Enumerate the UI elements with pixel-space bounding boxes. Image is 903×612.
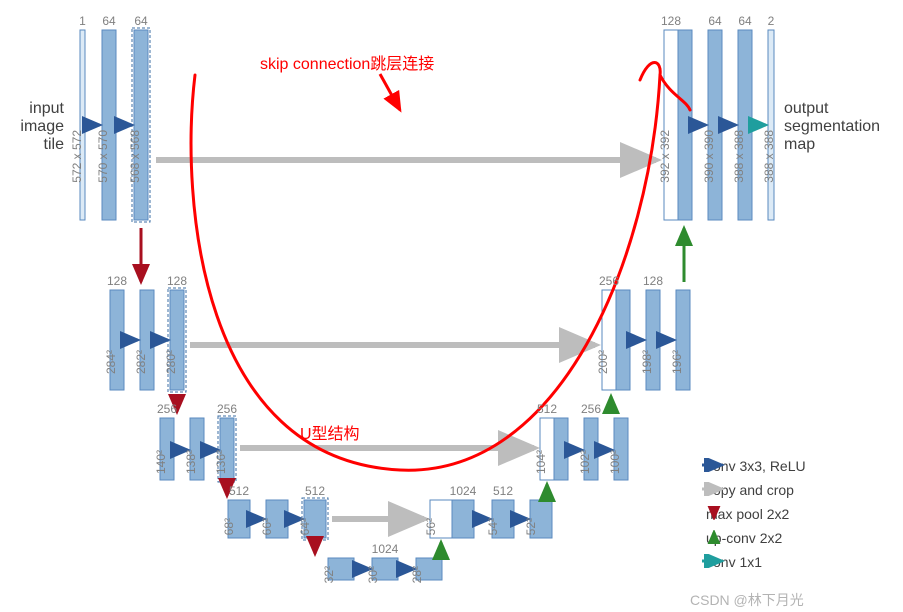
channel-label: 128: [638, 274, 668, 288]
size-label: 66²: [260, 518, 274, 535]
size-label: 30²: [366, 566, 380, 583]
channel-label: 64: [730, 14, 760, 28]
size-label: 388 x 388: [762, 130, 776, 183]
channel-label: 128: [656, 14, 686, 28]
channel-label: 64: [700, 14, 730, 28]
channel-label: 128: [102, 274, 132, 288]
size-label: 100²: [608, 450, 622, 474]
size-label: 280²: [164, 350, 178, 374]
channel-label: 256: [212, 402, 242, 416]
channel-label: 1: [72, 14, 93, 28]
size-label: 390 x 390: [702, 130, 716, 183]
channel-label: 64: [126, 14, 156, 28]
size-label: 64²: [298, 518, 312, 535]
size-label: 282²: [134, 350, 148, 374]
size-label: 140²: [154, 450, 168, 474]
channel-label: 1024: [444, 484, 482, 498]
size-label: 104²: [534, 450, 548, 474]
size-label: 28²: [410, 566, 424, 583]
skip-annotation: skip connection跳层连接: [260, 50, 434, 74]
size-label: 56²: [424, 518, 438, 535]
size-label: 570 x 570: [96, 130, 110, 183]
size-label: 52²: [524, 518, 538, 535]
size-label: 572 x 572: [70, 130, 84, 183]
channel-label: 2: [760, 14, 782, 28]
size-label: 284²: [104, 350, 118, 374]
legend-item: up-conv 2x2: [700, 530, 782, 546]
size-label: 388 x 388: [732, 130, 746, 183]
watermark: CSDN @林下月光: [690, 590, 804, 610]
channel-label: 1024: [364, 542, 406, 556]
channel-label: 512: [220, 484, 258, 498]
channel-label: 512: [484, 484, 522, 498]
channel-label: 256: [594, 274, 624, 288]
size-label: 54²: [486, 518, 500, 535]
channel-label: 128: [162, 274, 192, 288]
size-label: 32²: [322, 566, 336, 583]
legend-item: conv 1x1: [700, 554, 762, 570]
channel-label: 64: [94, 14, 124, 28]
output-label: outputsegmentationmap: [784, 100, 894, 154]
legend-item: conv 3x3, ReLU: [700, 458, 806, 474]
input-label: inputimagetile: [0, 100, 64, 154]
legend-item: copy and crop: [700, 482, 794, 498]
channel-label: 512: [532, 402, 562, 416]
size-label: 392 x 392: [658, 130, 672, 183]
size-label: 102²: [578, 450, 592, 474]
channel-label: 256: [152, 402, 182, 416]
size-label: 198²: [640, 350, 654, 374]
size-label: 200²: [596, 350, 610, 374]
channel-label: 512: [296, 484, 334, 498]
size-label: 196²: [670, 350, 684, 374]
u-annotation: U型结构: [300, 420, 360, 444]
size-label: 138²: [184, 450, 198, 474]
legend-item: max pool 2x2: [700, 506, 789, 522]
size-label: 68²: [222, 518, 236, 535]
size-label: 568 x 568: [128, 130, 142, 183]
size-label: 136²: [214, 450, 228, 474]
channel-label: 256: [576, 402, 606, 416]
